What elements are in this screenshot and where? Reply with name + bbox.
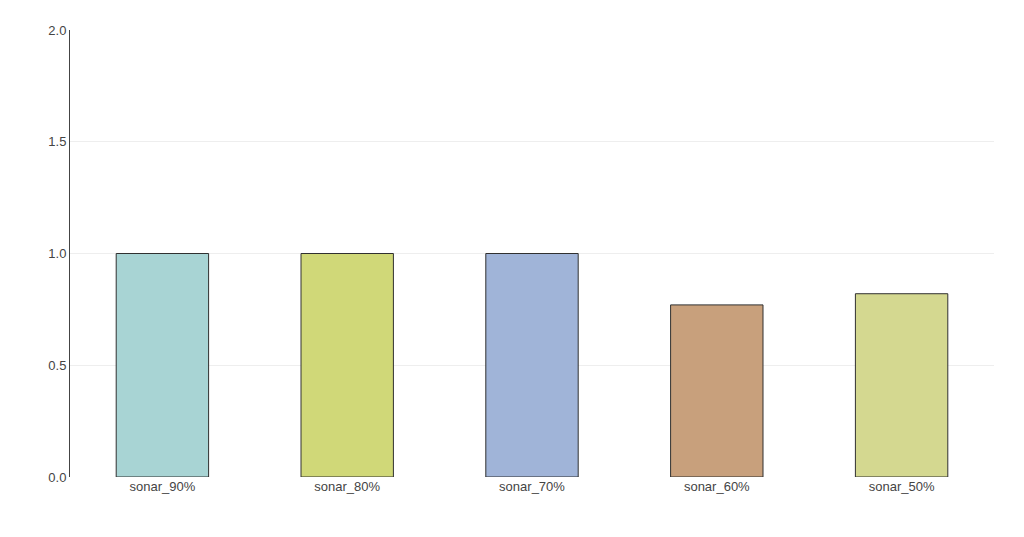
- svg-text:0.0: 0.0: [48, 470, 66, 485]
- svg-text:0.5: 0.5: [48, 358, 66, 373]
- svg-text:sonar_90%: sonar_90%: [130, 479, 196, 494]
- svg-text:sonar_70%: sonar_70%: [499, 479, 565, 494]
- svg-text:1.5: 1.5: [48, 134, 66, 149]
- svg-text:1.0: 1.0: [48, 246, 66, 261]
- svg-text:sonar_50%: sonar_50%: [869, 479, 935, 494]
- svg-text:sonar_60%: sonar_60%: [684, 479, 750, 494]
- svg-text:sonar_80%: sonar_80%: [314, 479, 380, 494]
- svg-text:2.0: 2.0: [48, 23, 66, 38]
